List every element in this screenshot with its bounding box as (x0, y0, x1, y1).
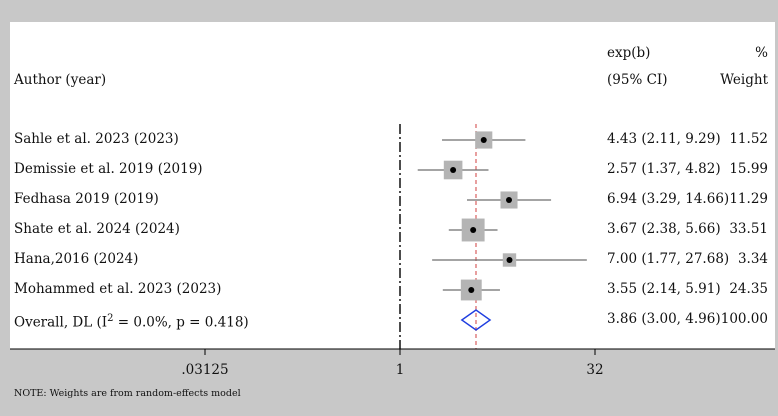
study-ci-text: 6.94 (3.29, 14.66) (607, 191, 730, 207)
overall-diamond (460, 309, 492, 331)
study-ci-text: 2.57 (1.37, 4.82) (607, 161, 721, 177)
study-weight-text: 3.34 (737, 251, 768, 267)
x-tick-label: 32 (586, 362, 603, 378)
point-estimate (506, 197, 513, 203)
ci-column-header: (95% CI) (607, 72, 668, 88)
overall-row-label: Overall, DL (I2 = 0.0%, p = 0.418) (14, 313, 249, 331)
study-weight-text: 15.99 (729, 161, 768, 177)
x-tick-label: 1 (396, 362, 405, 378)
study-weight-text: 11.29 (729, 191, 768, 207)
study-label: Mohammed et al. 2023 (2023) (14, 281, 222, 297)
study-label: Demissie et al. 2019 (2019) (14, 161, 203, 177)
study-label: Shate et al. 2024 (2024) (14, 221, 180, 237)
study-label: Hana,2016 (2024) (14, 251, 139, 267)
author-column-header: Author (year) (14, 72, 107, 88)
study-ci-text: 7.00 (1.77, 27.68) (607, 251, 730, 267)
study-ci-text: 3.55 (2.14, 5.91) (607, 281, 721, 297)
study-label: Sahle et al. 2023 (2023) (14, 131, 179, 147)
study-label: Fedhasa 2019 (2019) (14, 191, 159, 207)
study-ci-text: 4.43 (2.11, 9.29) (607, 131, 721, 147)
study-ci-text: 3.67 (2.38, 5.66) (607, 221, 721, 237)
footnote: NOTE: Weights are from random-effects mo… (14, 388, 241, 399)
study-weight-text: 33.51 (729, 221, 768, 237)
percent-column-header: % (755, 45, 768, 61)
effect-column-header: exp(b) (607, 45, 651, 61)
point-estimate (506, 257, 513, 263)
point-estimate (480, 137, 487, 143)
overall-weight-text: 100.00 (720, 311, 768, 327)
point-estimate (450, 167, 457, 173)
point-estimate (468, 287, 475, 293)
overall-ci-text: 3.86 (3.00, 4.96) (607, 311, 721, 327)
point-estimate (470, 227, 477, 233)
plot-panel (10, 22, 775, 349)
x-tick-label: .03125 (181, 362, 228, 378)
weight-column-header: Weight (720, 72, 768, 88)
study-weight-text: 11.52 (729, 131, 768, 147)
study-weight-text: 24.35 (729, 281, 768, 297)
